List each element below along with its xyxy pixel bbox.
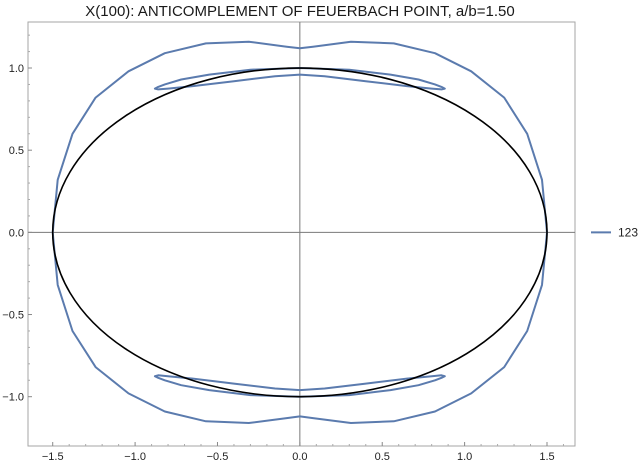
- y-tick-label: 0.5: [9, 145, 24, 157]
- plot-frame: [27, 21, 576, 447]
- series-line-1: [153, 67, 446, 91]
- y-tick-label: −0.5: [2, 310, 24, 322]
- y-tick-label: 1.0: [9, 63, 24, 75]
- series-line-2: [153, 374, 446, 398]
- y-tick-label: −1.0: [2, 392, 24, 404]
- x-tick-label: −0.5: [207, 451, 229, 463]
- x-tick-label: 1.5: [539, 451, 554, 463]
- y-tick-label: 0.0: [9, 227, 24, 239]
- x-tick-label: 0.5: [375, 451, 390, 463]
- legend: 123: [591, 225, 638, 239]
- reference-ellipse: [51, 67, 548, 398]
- x-tick-label: 0.0: [292, 451, 307, 463]
- legend-label: 123: [618, 225, 638, 239]
- x-tick-label: −1.0: [124, 451, 146, 463]
- ticks: −1.5 −1.0 −0.5 0.0 0.5 1.0 1.5 −1.0 −0.5 0.0 0.5 1.…: [2, 34, 564, 463]
- x-tick-label: 1.0: [457, 451, 472, 463]
- chart-title: X(100): ANTICOMPLEMENT OF FEUERBACH POIN…: [85, 3, 514, 20]
- series-layer: [51, 40, 548, 424]
- axes: [28, 22, 575, 446]
- x-tick-label: −1.5: [42, 451, 64, 463]
